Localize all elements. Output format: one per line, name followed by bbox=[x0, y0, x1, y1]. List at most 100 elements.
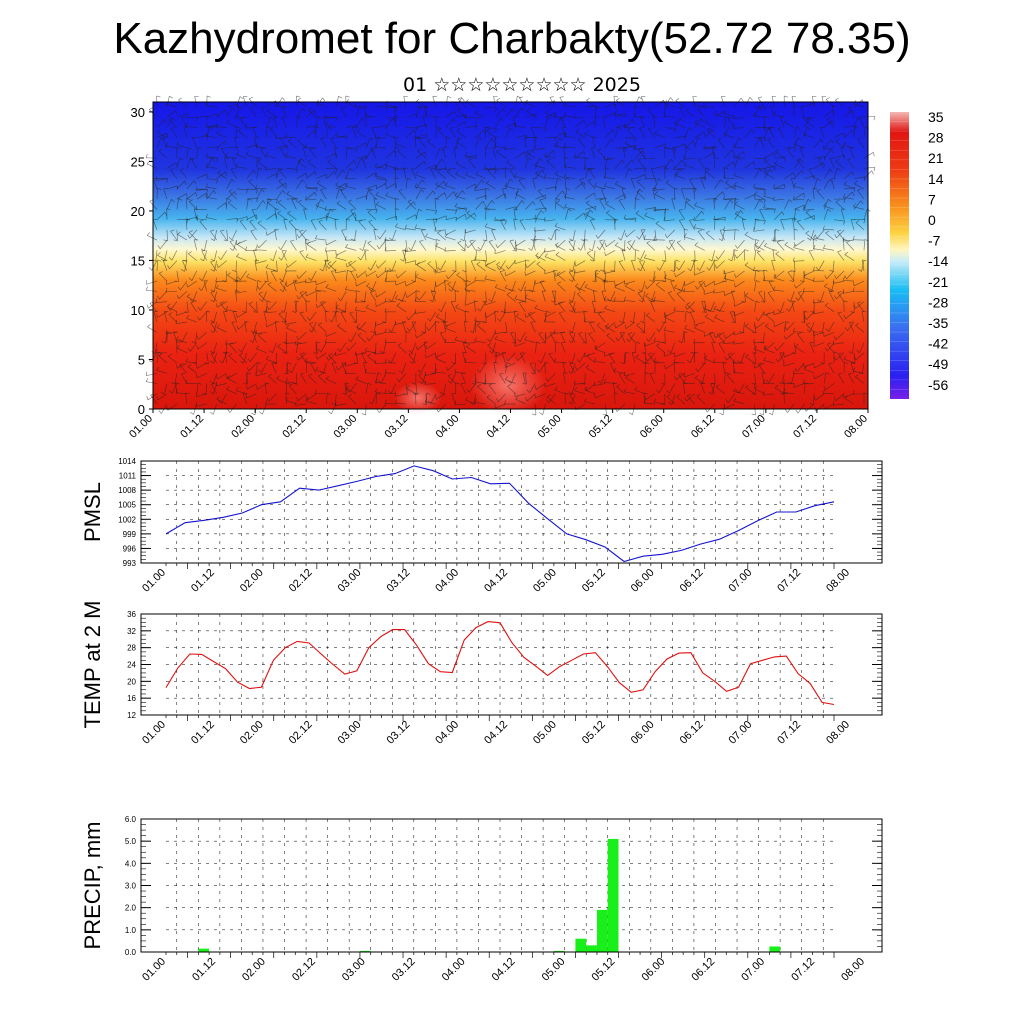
wind-barb-flag bbox=[205, 122, 208, 127]
wind-barb bbox=[475, 195, 487, 200]
wind-barb bbox=[828, 291, 835, 302]
wind-barb-flag bbox=[653, 276, 656, 281]
wind-barb-flag bbox=[648, 127, 653, 130]
wind-barb bbox=[511, 280, 516, 292]
wind-barb-flag bbox=[155, 348, 158, 353]
wind-barb-flag bbox=[384, 267, 387, 272]
wind-barb-flag bbox=[702, 311, 707, 313]
wind-barb bbox=[375, 175, 387, 180]
wind-barb-flag bbox=[427, 138, 431, 142]
wind-barb bbox=[795, 280, 805, 289]
wind-barb bbox=[412, 352, 417, 364]
wind-barb bbox=[616, 403, 626, 412]
wind-barb-flag bbox=[417, 148, 422, 152]
wind-barb bbox=[401, 362, 407, 374]
wind-barb bbox=[474, 279, 486, 282]
wind-barb bbox=[793, 126, 797, 138]
x-tick-label: 07.12 bbox=[775, 567, 803, 595]
wind-barb-flag bbox=[559, 137, 563, 141]
x-tick-label: 02.12 bbox=[287, 567, 315, 595]
wind-barb bbox=[176, 339, 187, 343]
wind-barb bbox=[664, 103, 675, 108]
wind-barb-flag bbox=[852, 287, 855, 292]
wind-barb bbox=[205, 166, 217, 169]
wind-barb-flag bbox=[305, 397, 309, 402]
wind-barb-flag bbox=[444, 247, 447, 252]
wind-barb bbox=[654, 133, 665, 139]
wind-barb-flag bbox=[205, 101, 208, 106]
wind-barb bbox=[297, 161, 307, 169]
wind-barb-flag bbox=[720, 179, 724, 183]
wind-barb-flag bbox=[171, 127, 176, 129]
wind-barb bbox=[206, 146, 218, 149]
wind-barb bbox=[637, 159, 646, 169]
wind-barb-flag bbox=[388, 237, 393, 241]
wind-barb-flag bbox=[666, 246, 670, 250]
wind-barb bbox=[474, 381, 486, 384]
wind-barb-flag bbox=[544, 361, 549, 364]
wind-barb-flag bbox=[554, 142, 557, 147]
wind-barb bbox=[365, 350, 377, 354]
wind-barb-flag bbox=[216, 396, 220, 400]
wind-barb-flag bbox=[335, 254, 338, 258]
wind-barb bbox=[286, 197, 298, 200]
wind-barb bbox=[475, 200, 484, 210]
wind-barb-flag bbox=[815, 267, 820, 271]
wind-barb bbox=[328, 355, 337, 364]
wind-barb-flag bbox=[299, 250, 304, 253]
wind-barb bbox=[414, 137, 426, 139]
wind-barb bbox=[487, 170, 496, 179]
wind-barb-flag bbox=[205, 193, 209, 198]
wind-barb bbox=[727, 393, 735, 404]
wind-barb bbox=[823, 139, 832, 149]
wind-barb-flag bbox=[860, 200, 864, 205]
wind-barb bbox=[246, 198, 249, 210]
wind-barb-flag bbox=[409, 361, 414, 364]
wind-barb bbox=[403, 167, 407, 179]
wind-barb bbox=[716, 334, 725, 343]
wind-barb bbox=[794, 346, 805, 354]
wind-barb bbox=[299, 292, 307, 302]
wind-barb-flag bbox=[644, 212, 648, 216]
wind-barb-flag bbox=[500, 310, 505, 313]
wind-barb-flag bbox=[375, 293, 377, 298]
wind-barb bbox=[670, 342, 676, 354]
wind-barb-flag bbox=[858, 269, 862, 272]
wind-barb-flag bbox=[216, 130, 220, 134]
wind-barb bbox=[855, 352, 865, 361]
wind-barb bbox=[711, 147, 715, 159]
wind-barb bbox=[185, 218, 188, 230]
wind-barb bbox=[706, 232, 715, 241]
wind-barb bbox=[153, 311, 158, 323]
x-tick-label: 06.12 bbox=[689, 413, 717, 441]
wind-barb bbox=[264, 382, 267, 394]
wind-barb bbox=[486, 130, 496, 138]
wind-barb-flag bbox=[592, 280, 597, 283]
wind-barb-flag bbox=[599, 269, 604, 272]
wind-barb bbox=[685, 110, 695, 118]
wind-barb-flag bbox=[813, 364, 815, 369]
wind-barb-flag bbox=[210, 268, 215, 272]
wind-barb-flag bbox=[286, 324, 290, 329]
wind-barb bbox=[645, 393, 656, 400]
wind-barb-flag bbox=[262, 200, 266, 204]
wind-barb-flag bbox=[753, 227, 755, 232]
wind-barb bbox=[797, 292, 805, 302]
wind-barb-flag bbox=[229, 342, 234, 345]
wind-barb bbox=[555, 131, 565, 139]
wind-barb-flag bbox=[624, 140, 628, 144]
wind-barb bbox=[414, 311, 426, 314]
wind-barb-flag bbox=[437, 267, 441, 271]
wind-barb-flag bbox=[673, 307, 676, 311]
wind-barb-flag bbox=[440, 320, 445, 324]
wind-barb-flag bbox=[683, 287, 686, 292]
wind-barb bbox=[366, 270, 377, 277]
wind-barb bbox=[674, 117, 681, 128]
wind-barb bbox=[713, 259, 715, 271]
wind-barb bbox=[376, 125, 387, 128]
wind-barb bbox=[465, 212, 475, 220]
wind-barb-flag bbox=[375, 209, 378, 214]
wind-barb-flag bbox=[563, 146, 568, 149]
wind-barb-flag bbox=[624, 233, 627, 238]
x-tick-label: 04.12 bbox=[482, 567, 510, 595]
